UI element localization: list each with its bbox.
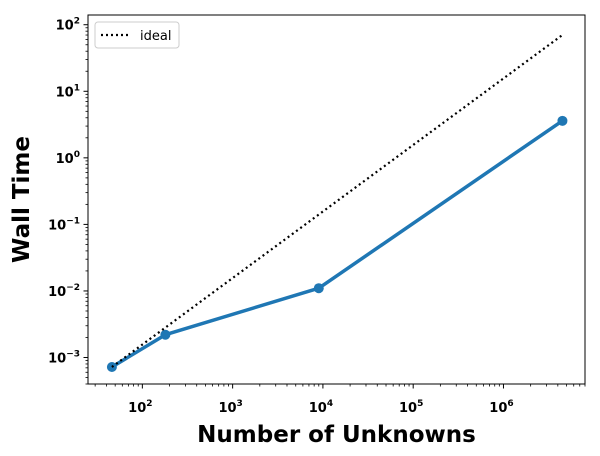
axis-layer: 102 103 104 105 106 10−3 10−2 10−1 100 101 102 [48, 17, 586, 416]
y-tick-label: 100 [56, 150, 80, 167]
legend-ideal-label: ideal [140, 29, 171, 44]
x-tick-label: 105 [399, 399, 423, 416]
plot-frame [87, 14, 586, 385]
y-tick-label: 10−3 [48, 350, 80, 367]
y-tick-label: 102 [56, 17, 80, 34]
x-tick-label: 103 [218, 399, 242, 416]
x-tick-label: 106 [489, 399, 513, 416]
wall-time-line [110, 119, 565, 369]
x-tick-label: 104 [309, 399, 333, 416]
legend: ideal [94, 21, 180, 49]
wall-time-point [160, 329, 171, 340]
y-tick-label: 10−2 [48, 283, 80, 300]
wall-time-point [313, 283, 324, 294]
wall-time-point [557, 115, 568, 126]
y-axis-label: Wall Time [9, 136, 35, 263]
x-tick-label: 102 [128, 399, 152, 416]
x-axis-label: Number of Unknowns [197, 422, 476, 448]
y-tick-label: 101 [56, 83, 80, 100]
y-tick-label: 10−1 [48, 216, 80, 233]
series-layer [106, 34, 568, 373]
legend-box [94, 21, 180, 49]
